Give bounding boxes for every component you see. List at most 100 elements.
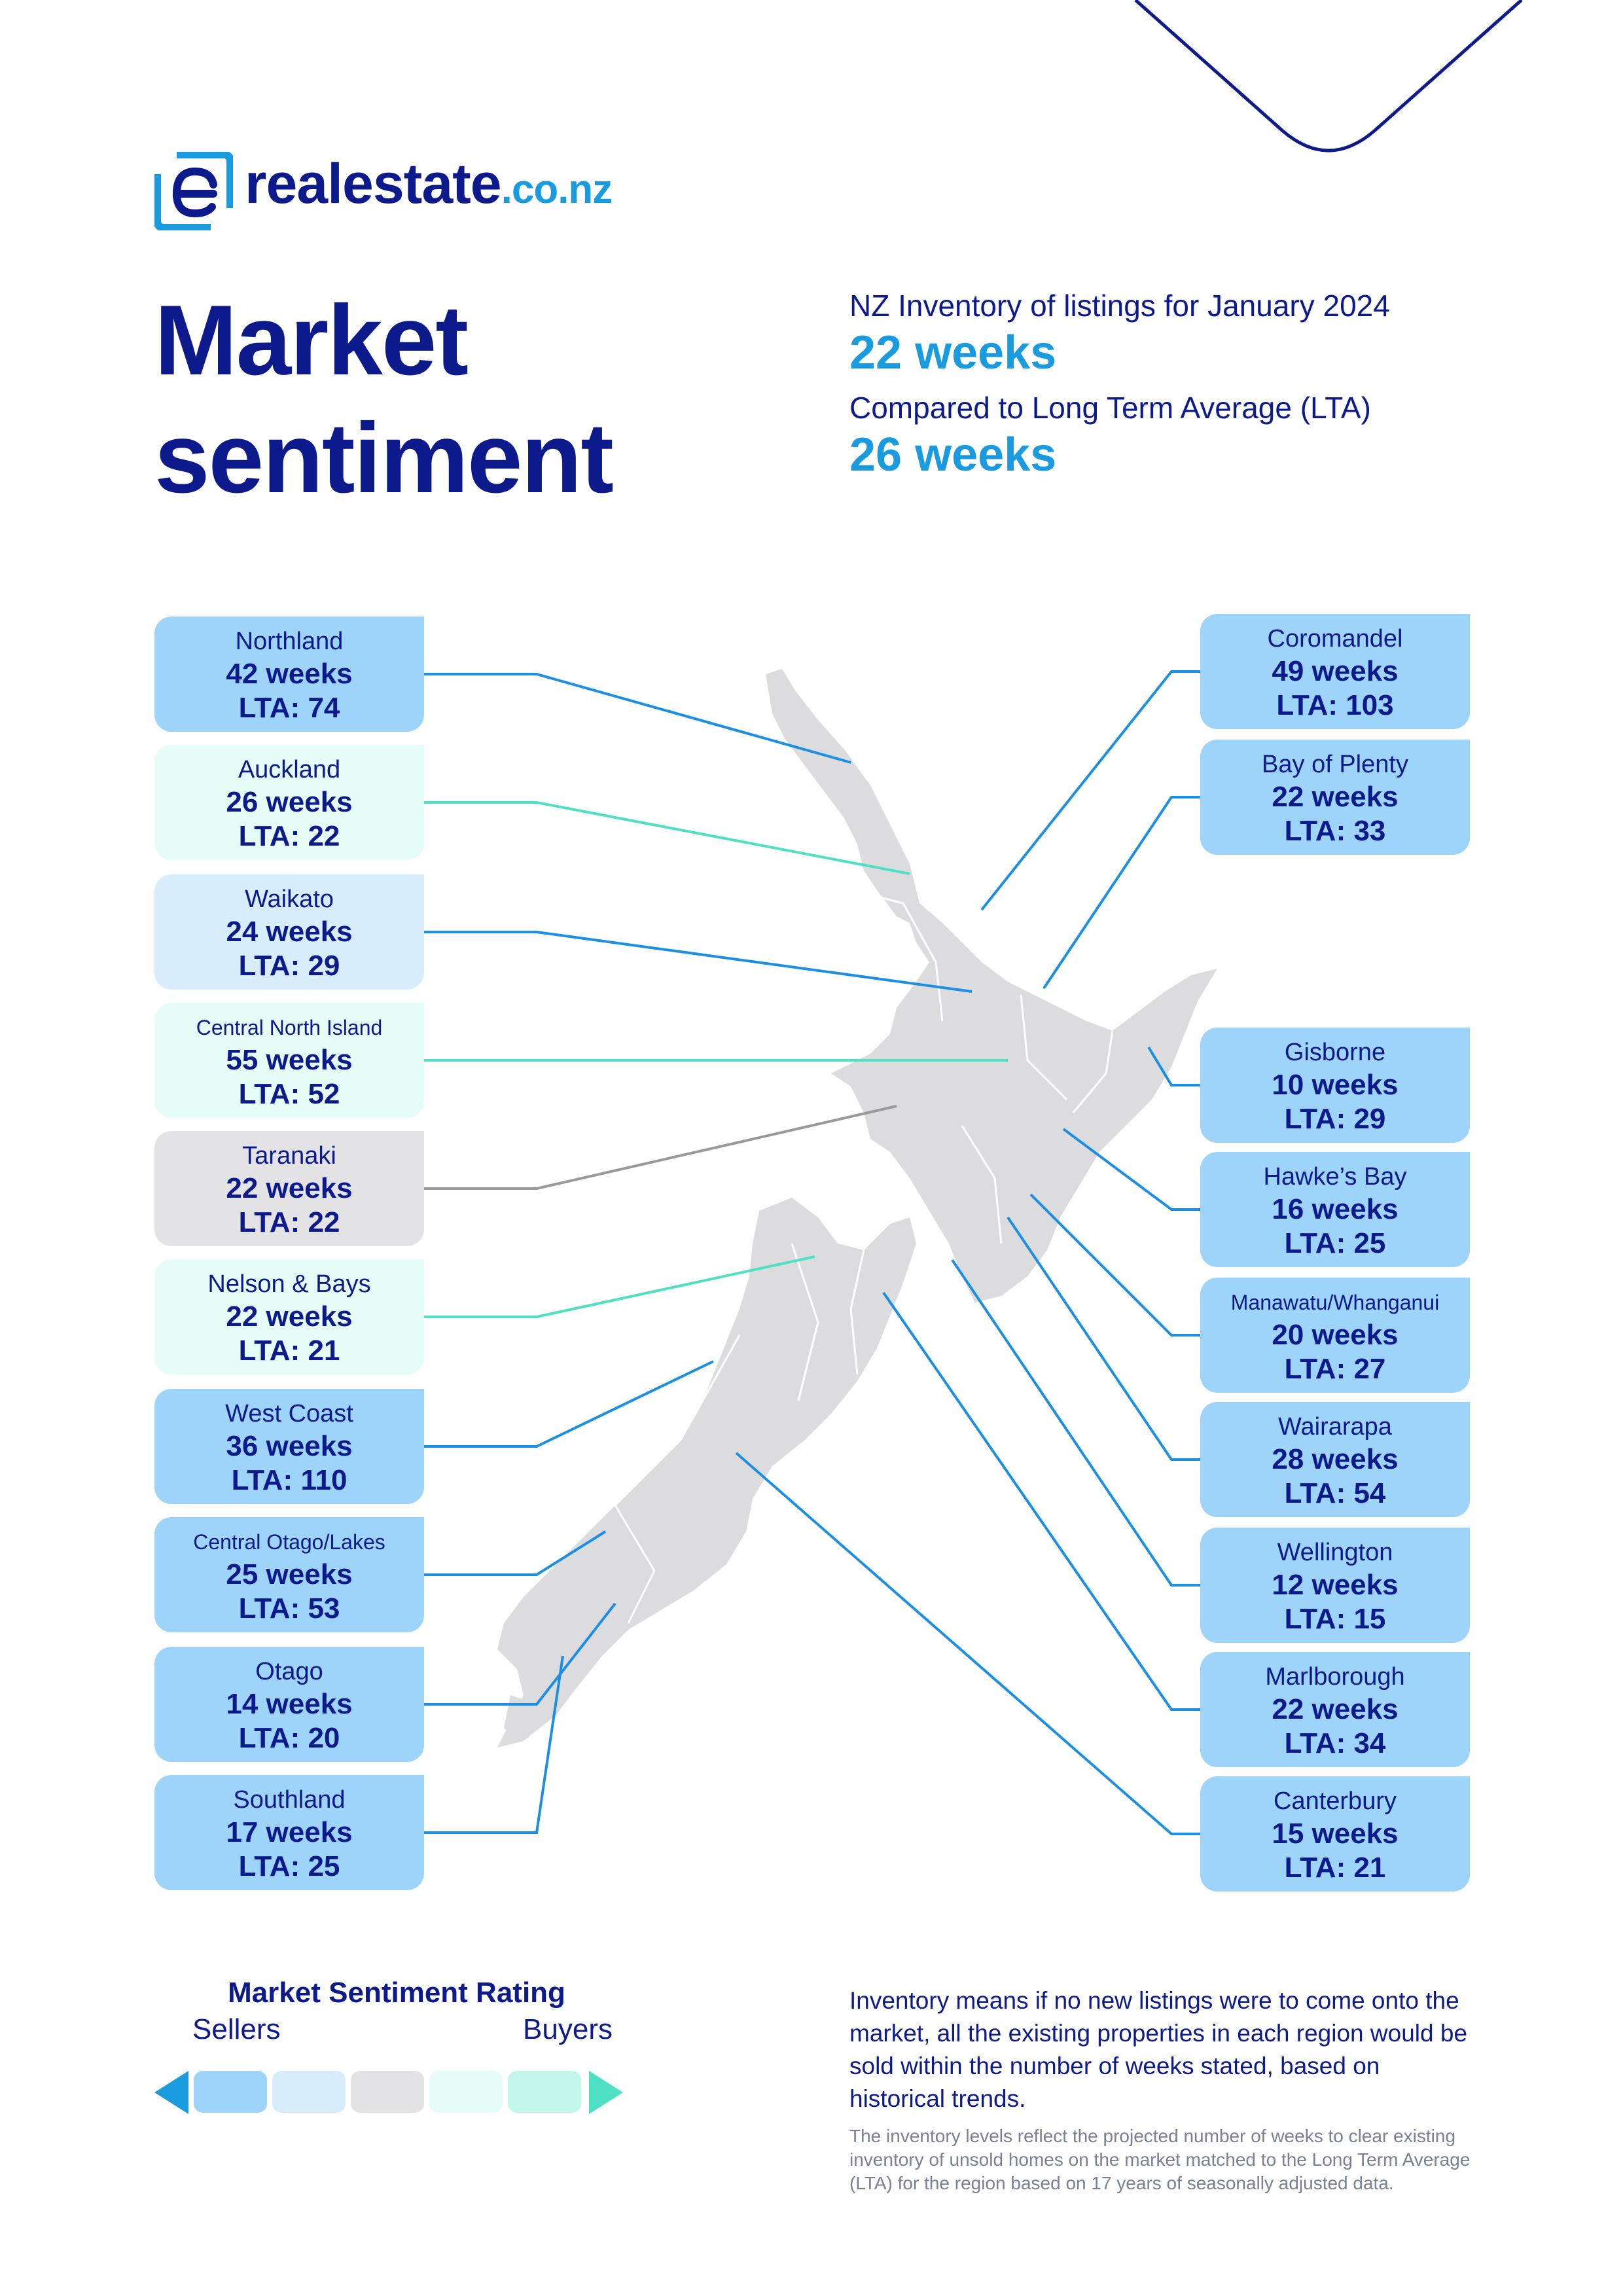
region-lta: LTA: 25 [238,1850,340,1882]
region-card-otago: Otago 14 weeks LTA: 20 [154,1647,424,1762]
connector-line [735,1452,1200,1835]
region-name: West Coast [225,1400,353,1427]
inventory-value: 22 weeks [849,327,1057,379]
region-weeks: 55 weeks [226,1044,353,1076]
region-card-wellington: Wellington 12 weeks LTA: 15 [1200,1528,1470,1643]
region-lta: LTA: 29 [1284,1103,1386,1135]
region-lta: LTA: 103 [1276,689,1394,721]
region-card-bay-of-plenty: Bay of Plenty 22 weeks LTA: 33 [1200,740,1470,855]
region-card-canterbury: Canterbury 15 weeks LTA: 21 [1200,1776,1470,1892]
region-name: Bay of Plenty [1262,751,1408,778]
connector-line [424,1655,564,1834]
sentiment-legend: Market Sentiment Rating Sellers Buyers [154,1977,639,2053]
footnote: Inventory means if no new listings were … [849,1984,1478,2195]
region-card-taranaki: Taranaki 22 weeks LTA: 22 [154,1131,424,1246]
legend-title: Market Sentiment Rating [228,1977,565,2009]
region-name: Manawatu/Whanganui [1230,1291,1440,1314]
region-lta: LTA: 21 [1284,1852,1386,1884]
region-card-manawatu-whanganui: Manawatu/Whanganui 20 weeks LTA: 27 [1200,1278,1470,1393]
legend-swatch-buyers [429,2071,503,2113]
region-card-hawke-s-bay: Hawke’s Bay 16 weeks LTA: 25 [1200,1152,1470,1267]
region-card-northland: Northland 42 weeks LTA: 74 [154,617,424,732]
region-lta: LTA: 20 [238,1722,340,1754]
connector-line [882,1291,1200,1711]
region-card-southland: Southland 17 weeks LTA: 25 [154,1775,424,1890]
brand-wordmark: realestate.co.nz [245,152,613,217]
footnote-main: Inventory means if no new listings were … [849,1987,1468,2112]
region-lta: LTA: 52 [238,1078,340,1110]
region-name: Canterbury [1274,1787,1397,1815]
stewart-island-map [504,1695,533,1741]
region-weeks: 15 weeks [1272,1818,1399,1850]
region-name: Wairarapa [1278,1413,1392,1441]
region-weeks: 17 weeks [226,1816,353,1848]
region-card-waikato: Waikato 24 weeks LTA: 29 [154,874,424,990]
region-lta: LTA: 22 [238,820,340,852]
page-title: Market sentiment [154,281,614,517]
region-lta: LTA: 74 [238,692,340,724]
connector-line [1062,1128,1200,1211]
region-lta: LTA: 21 [238,1335,340,1367]
region-lta: LTA: 22 [238,1206,340,1238]
region-lta: LTA: 29 [238,950,340,982]
region-weeks: 20 weeks [1272,1319,1399,1351]
north-island-map [766,669,1217,1302]
region-weeks: 14 weeks [226,1688,353,1720]
region-weeks: 12 weeks [1272,1569,1399,1601]
region-name: Auckland [238,756,341,783]
connector-line [424,1360,714,1448]
region-name: Marlborough [1265,1663,1405,1691]
region-card-auckland: Auckland 26 weeks LTA: 22 [154,745,424,860]
region-card-nelson-bays: Nelson & Bays 22 weeks LTA: 21 [154,1259,424,1374]
connector-line [951,1259,1200,1587]
region-weeks: 25 weeks [226,1558,353,1590]
region-weeks: 42 weeks [226,658,353,690]
region-weeks: 26 weeks [226,786,353,818]
brand-tld: .co.nz [501,167,613,212]
region-weeks: 36 weeks [226,1430,353,1462]
region-name: Northland [235,628,344,655]
region-card-gisborne: Gisborne 10 weeks LTA: 29 [1200,1028,1470,1143]
region-card-marlborough: Marlborough 22 weeks LTA: 34 [1200,1652,1470,1767]
region-boundaries [614,869,1114,1624]
connector-line [1007,1216,1200,1461]
region-name: Otago [255,1658,323,1685]
region-weeks: 28 weeks [1272,1443,1399,1475]
region-card-central-north-island: Central North Island 55 weeks LTA: 52 [154,1003,424,1118]
region-name: Southland [233,1786,346,1814]
region-name: Central North Island [196,1016,383,1039]
connector-line [1029,1193,1200,1336]
triangle-left-icon [154,2071,188,2114]
region-weeks: 22 weeks [1272,1693,1399,1725]
region-lta: LTA: 25 [1284,1227,1386,1259]
page-title-line1: Market [154,285,469,396]
legend-swatch-buyers-strong [508,2071,581,2113]
region-name: Central Otago/Lakes [193,1530,385,1554]
region-lta: LTA: 15 [1284,1603,1386,1635]
brand-logo[interactable] [153,151,234,234]
south-island-map [497,1198,916,1748]
region-lta: LTA: 53 [238,1592,340,1624]
connector-line [424,1530,607,1576]
region-name: Nelson & Bays [207,1270,371,1298]
region-weeks: 10 weeks [1272,1069,1399,1101]
lta-label: Compared to Long Term Average (LTA) [849,391,1371,425]
brand-name: realestate [245,152,502,215]
legend-swatch-sellers [272,2071,346,2113]
region-weeks: 24 weeks [226,916,353,948]
region-name: Gisborne [1284,1039,1386,1066]
page-title-line2: sentiment [154,403,614,514]
region-card-coromandel: Coromandel 49 weeks LTA: 103 [1200,614,1470,729]
connector-line [1043,796,1200,990]
lta-value: 26 weeks [849,429,1057,481]
region-weeks: 22 weeks [226,1172,353,1204]
decorative-chevron [1134,0,1523,152]
region-name: Coromandel [1267,625,1403,653]
region-name: Wellington [1277,1539,1393,1566]
inventory-label: NZ Inventory of listings for January 202… [849,289,1390,323]
region-weeks: 22 weeks [1272,781,1399,813]
realestate-logo-icon [153,151,234,232]
summary-stats: NZ Inventory of listings for January 202… [849,288,1390,482]
region-lta: LTA: 34 [1284,1727,1386,1759]
